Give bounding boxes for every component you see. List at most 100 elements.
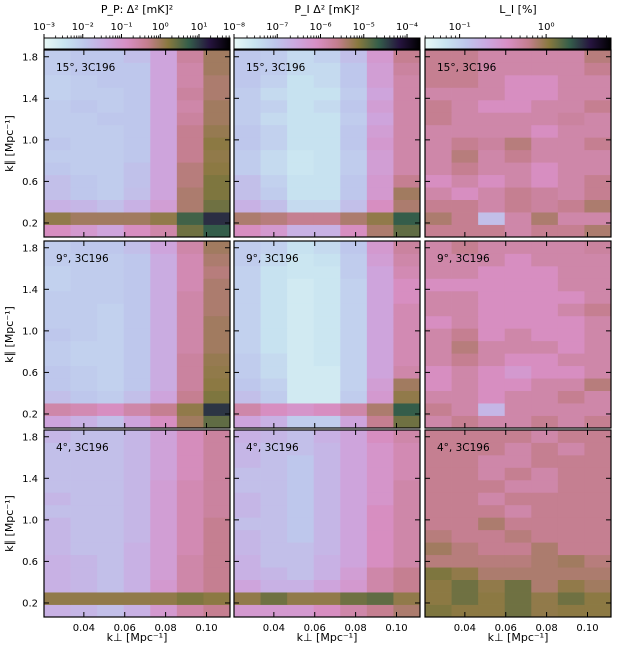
heatmap-cell — [97, 542, 125, 556]
heatmap-cell — [150, 529, 178, 543]
heatmap-cell — [176, 353, 204, 367]
heatmap-cell — [557, 517, 585, 531]
heatmap-cell — [340, 278, 368, 292]
y-tick-label: 1.8 — [22, 52, 38, 63]
panel-frame — [43, 429, 231, 618]
heatmap-cell — [176, 253, 204, 267]
heatmap-cell — [425, 137, 452, 151]
heatmap-cell — [393, 328, 421, 342]
heatmap-cell — [584, 415, 612, 429]
heatmap-cell — [150, 353, 178, 367]
heatmap-cell — [260, 99, 288, 113]
heatmap-cell — [504, 567, 532, 580]
heatmap-cell — [97, 50, 125, 63]
heatmap-cell — [234, 430, 261, 443]
heatmap-cell — [340, 378, 368, 391]
heatmap-cell — [203, 303, 231, 317]
heatmap-cell — [340, 592, 368, 605]
heatmap-cell — [393, 504, 421, 518]
heatmap-cell — [97, 124, 125, 138]
heatmap-cell — [531, 290, 559, 304]
heatmap-cell — [393, 162, 421, 176]
heatmap-cell — [234, 365, 261, 379]
heatmap-cell — [150, 303, 178, 317]
heatmap-cell — [150, 241, 178, 254]
heatmap-cell — [203, 592, 231, 605]
y-tick-label: 1.0 — [22, 326, 38, 337]
heatmap-cell — [70, 303, 98, 317]
heatmap-cell — [123, 224, 151, 238]
heatmap-cell — [287, 87, 315, 101]
heatmap-cell — [260, 174, 288, 188]
heatmap-cell — [504, 430, 532, 443]
heatmap-cell — [234, 74, 261, 88]
heatmap-cell — [123, 124, 151, 138]
heatmap-cell — [584, 529, 612, 543]
heatmap-cell — [584, 212, 612, 225]
heatmap-cell — [313, 241, 341, 254]
heatmap-cell — [393, 241, 421, 254]
heatmap-cell — [313, 74, 341, 88]
panel-label: 4°, 3C196 — [246, 442, 299, 454]
panel-frame — [424, 429, 612, 618]
heatmap-cell — [504, 87, 532, 101]
heatmap-cell — [70, 162, 98, 176]
heatmap-cell — [176, 224, 204, 238]
x-tick-label: 0.10 — [576, 623, 598, 634]
heatmap-cell — [97, 403, 125, 416]
y-tick-label: 1.0 — [22, 135, 38, 146]
heatmap-cell — [504, 340, 532, 354]
heatmap-cell — [123, 162, 151, 176]
heatmap-cell — [97, 265, 125, 279]
heatmap-cell — [504, 403, 532, 416]
heatmap-cell — [425, 265, 452, 279]
heatmap-cell — [451, 340, 479, 354]
colorbar — [233, 37, 421, 50]
heatmap-cell — [44, 265, 71, 279]
heatmap-cell — [44, 74, 71, 88]
heatmap-cell — [340, 87, 368, 101]
heatmap-cell — [123, 403, 151, 416]
heatmap-cell — [425, 187, 452, 200]
heatmap-cell — [176, 365, 204, 379]
heatmap-cell — [260, 62, 288, 76]
heatmap-cell — [150, 187, 178, 200]
heatmap-cell — [393, 174, 421, 188]
heatmap-cell — [340, 517, 368, 531]
heatmap-cell — [70, 430, 98, 443]
heatmap-cell — [557, 290, 585, 304]
heatmap-cell — [425, 479, 452, 493]
heatmap-cell — [451, 137, 479, 151]
heatmap-cell — [150, 99, 178, 113]
heatmap-cell — [504, 529, 532, 543]
heatmap-cell — [44, 567, 71, 580]
heatmap-cell — [451, 504, 479, 518]
heatmap-cell — [531, 62, 559, 76]
heatmap-cell — [478, 278, 506, 292]
heatmap-cell — [451, 604, 479, 618]
heatmap-cell — [203, 265, 231, 279]
heatmap-cell — [313, 303, 341, 317]
heatmap-cell — [97, 137, 125, 151]
heatmap-cell — [393, 50, 421, 63]
heatmap-cell — [97, 415, 125, 429]
heatmap-cell — [203, 579, 231, 593]
heatmap-cell — [203, 137, 231, 151]
heatmap-cell — [150, 592, 178, 605]
heatmap-cell — [584, 390, 612, 404]
heatmap-cell — [340, 174, 368, 188]
heatmap-cell — [123, 604, 151, 618]
heatmap-cell — [123, 87, 151, 101]
heatmap-cell — [340, 567, 368, 580]
heatmap-cell — [557, 415, 585, 429]
heatmap-cell — [44, 554, 71, 568]
heatmap-cell — [557, 241, 585, 254]
heatmap-cell — [425, 290, 452, 304]
heatmap-cell — [340, 265, 368, 279]
x-tick-label: 0.06 — [114, 623, 136, 634]
heatmap-cell — [70, 112, 98, 126]
heatmap-cell — [176, 74, 204, 88]
heatmap-cell — [287, 278, 315, 292]
heatmap-cell — [287, 253, 315, 267]
heatmap-cell — [70, 554, 98, 568]
